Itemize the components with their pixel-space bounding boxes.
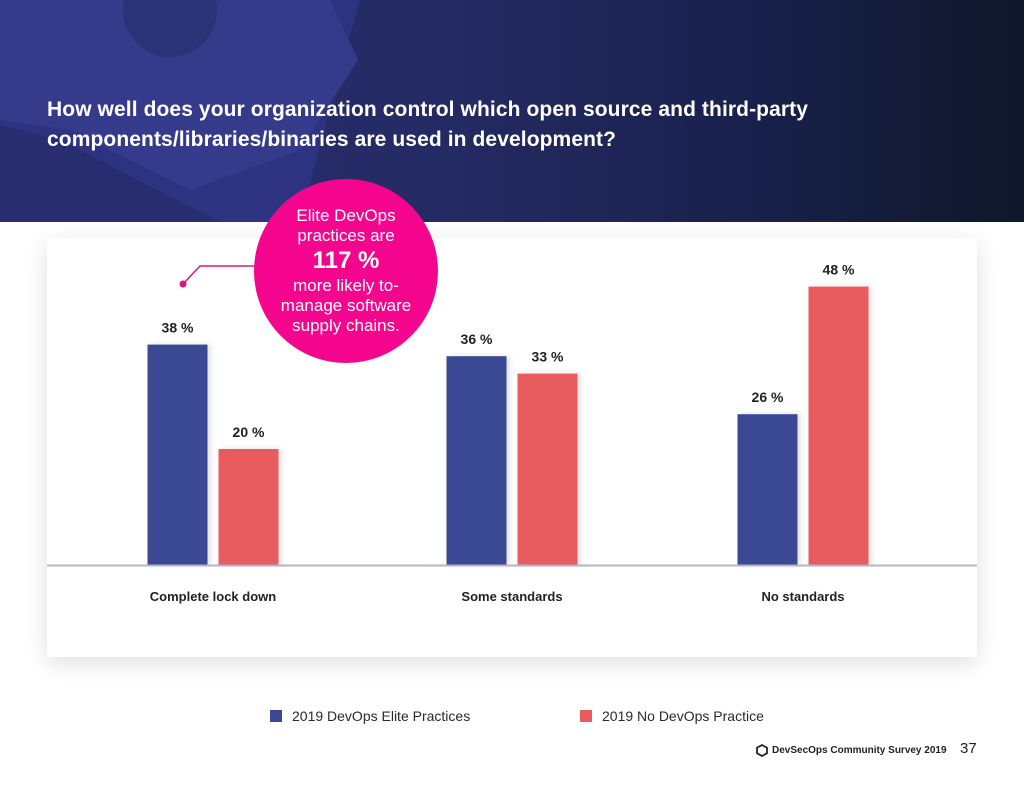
legend-swatch-no-devops <box>580 710 592 722</box>
bar-no-devops-2 <box>808 286 869 565</box>
legend-swatch-elite <box>270 710 282 722</box>
legend-item-no-devops: 2019 No DevOps Practice <box>580 708 764 724</box>
callout-text-4: manage software <box>280 296 412 315</box>
title-line-2: components/libraries/binaries are used i… <box>47 128 617 151</box>
title-line-1: How well does your organization control … <box>47 98 809 121</box>
callout-text-2: practices are <box>297 226 395 245</box>
category-label-0: Complete lock down <box>150 589 276 604</box>
data-label-elite-0: 38 % <box>162 320 194 336</box>
bar-elite-2 <box>737 414 798 565</box>
page-number: 37 <box>960 740 977 757</box>
bar-no-devops-1 <box>517 373 578 565</box>
data-label-elite-2: 26 % <box>752 389 784 405</box>
page-title: How well does your organization control … <box>47 95 947 155</box>
header-banner: How well does your organization control … <box>0 0 1024 222</box>
data-label-no-devops-1: 33 % <box>532 349 564 365</box>
data-label-elite-1: 36 % <box>461 331 493 347</box>
hexagon-icon <box>756 744 768 757</box>
callout-bubble: Elite DevOps practices are 117 % more li… <box>254 179 438 363</box>
legend-label-no-devops: 2019 No DevOps Practice <box>602 708 764 724</box>
footer-brand-text: DevSecOps Community Survey 2019 <box>772 745 947 756</box>
callout-text-5: supply chains. <box>292 316 400 335</box>
footer-brand: DevSecOps Community Survey 2019 <box>756 744 947 757</box>
legend-item-elite: 2019 DevOps Elite Practices <box>270 708 470 724</box>
data-label-no-devops-0: 20 % <box>233 424 265 440</box>
bar-elite-1 <box>446 356 507 565</box>
category-label-2: No standards <box>761 589 844 604</box>
bar-no-devops-0 <box>218 449 279 565</box>
callout-text-3: more likely to- <box>293 276 399 295</box>
legend-label-elite: 2019 DevOps Elite Practices <box>292 708 471 724</box>
chart-card: 38 % 20 % Complete lock down 36 % 33 % Some s… <box>47 238 977 657</box>
bar-elite-0 <box>147 344 208 565</box>
bg-circle <box>123 0 217 57</box>
data-label-no-devops-2: 48 % <box>823 262 855 278</box>
header-decoration <box>0 0 360 222</box>
bar-chart: 38 % 20 % Complete lock down 36 % 33 % Some s… <box>47 262 977 604</box>
bg-shape-lower <box>0 125 220 222</box>
category-label-1: Some standards <box>461 589 562 604</box>
callout-text-1: Elite DevOps <box>296 206 396 225</box>
callout-highlight: 117 % <box>312 247 380 274</box>
bg-shape-main <box>0 0 358 190</box>
